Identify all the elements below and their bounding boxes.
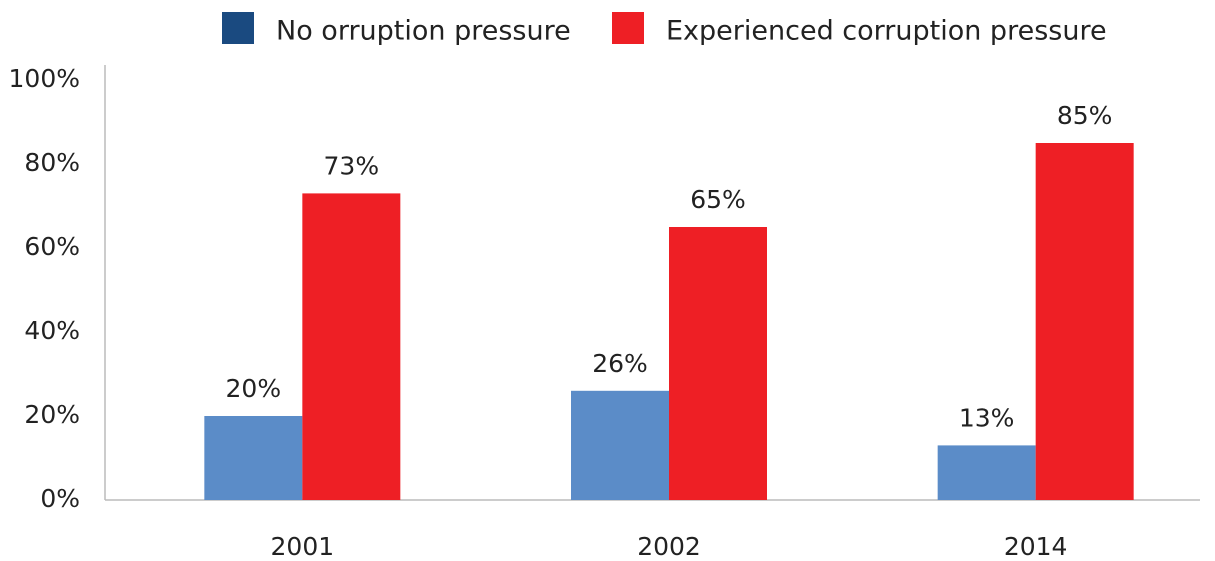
bar [937, 445, 1036, 500]
y-tick-label: 40% [24, 316, 80, 345]
x-tick-label: 2001 [271, 532, 335, 561]
data-label: 26% [592, 349, 648, 378]
data-label: 85% [1057, 101, 1113, 130]
y-tick-label: 20% [24, 400, 80, 429]
legend-label: Experienced corruption pressure [666, 16, 1107, 47]
y-tick-label: 60% [24, 232, 80, 261]
data-label: 13% [959, 403, 1015, 432]
data-label: 20% [226, 374, 282, 403]
y-tick-label: 0% [40, 484, 80, 513]
legend-swatch [612, 12, 644, 44]
y-tick-label: 100% [9, 64, 80, 93]
bar [669, 227, 767, 500]
bar [302, 193, 401, 500]
bar [571, 390, 669, 500]
y-tick-label: 80% [24, 148, 80, 177]
bar [1035, 143, 1134, 500]
legend-swatch [222, 12, 254, 44]
x-tick-label: 2014 [1004, 532, 1068, 561]
legend-label: No orruption pressure [276, 16, 571, 47]
data-label: 65% [690, 185, 746, 214]
bar [204, 416, 303, 500]
data-label: 73% [324, 151, 380, 180]
x-tick-label: 2002 [637, 532, 701, 561]
